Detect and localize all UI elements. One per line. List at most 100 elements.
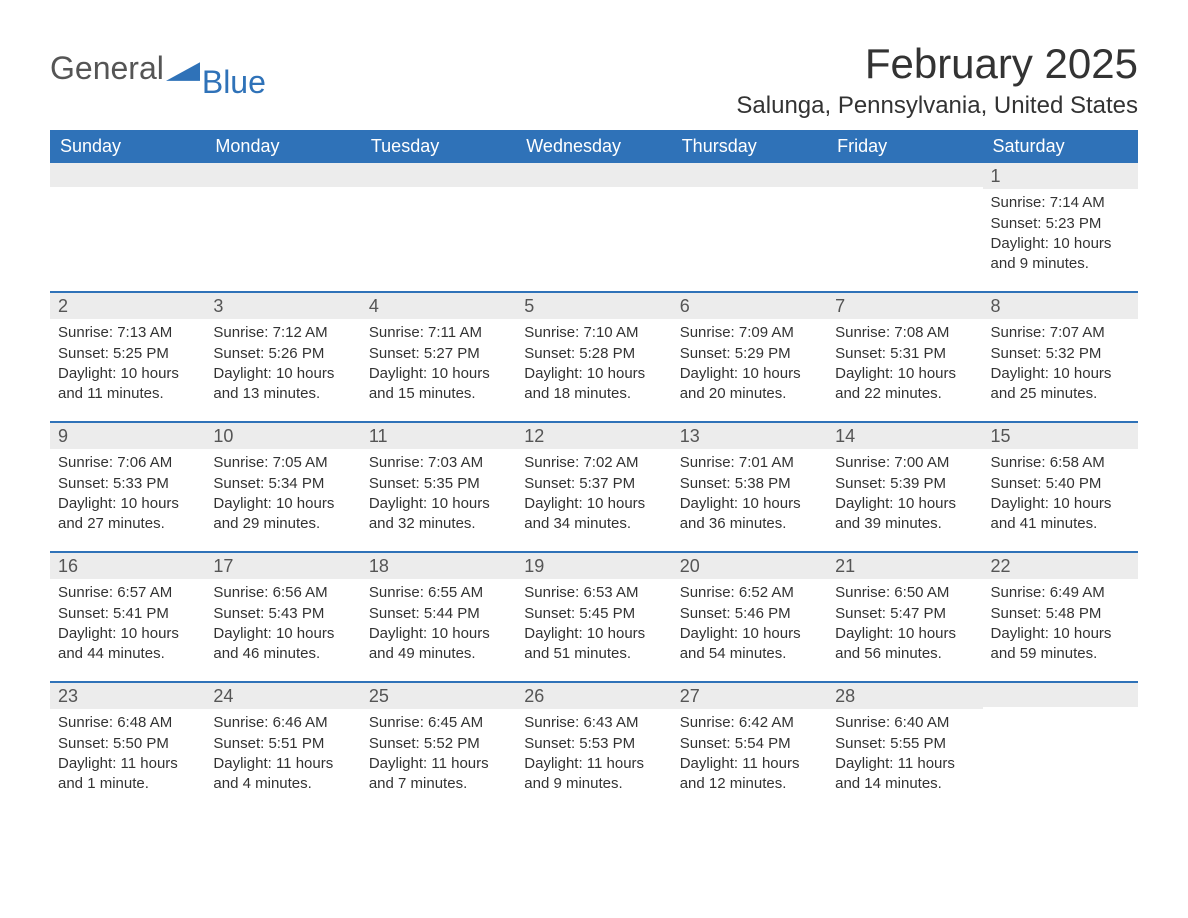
daylight-line: Daylight: 10 hours and 54 minutes. — [680, 624, 819, 665]
day-body: Sunrise: 7:07 AMSunset: 5:32 PMDaylight:… — [983, 319, 1138, 412]
day-number: 14 — [827, 423, 982, 449]
sunset-line: Sunset: 5:41 PM — [58, 604, 197, 624]
sunset-line: Sunset: 5:47 PM — [835, 604, 974, 624]
sunset-line: Sunset: 5:33 PM — [58, 474, 197, 494]
day-body: Sunrise: 7:10 AMSunset: 5:28 PMDaylight:… — [516, 319, 671, 412]
sunrise-line: Sunrise: 7:09 AM — [680, 323, 819, 343]
sunrise-line: Sunrise: 6:53 AM — [524, 583, 663, 603]
empty-cell — [827, 163, 982, 291]
sunrise-line: Sunrise: 6:55 AM — [369, 583, 508, 603]
sunrise-line: Sunrise: 7:00 AM — [835, 453, 974, 473]
week-row: 9Sunrise: 7:06 AMSunset: 5:33 PMDaylight… — [50, 421, 1138, 551]
day-cell-12: 12Sunrise: 7:02 AMSunset: 5:37 PMDayligh… — [516, 423, 671, 551]
sunset-line: Sunset: 5:52 PM — [369, 734, 508, 754]
sunrise-line: Sunrise: 6:50 AM — [835, 583, 974, 603]
sunrise-line: Sunrise: 6:49 AM — [991, 583, 1130, 603]
day-body: Sunrise: 6:42 AMSunset: 5:54 PMDaylight:… — [672, 709, 827, 802]
week-row: 1Sunrise: 7:14 AMSunset: 5:23 PMDaylight… — [50, 163, 1138, 291]
sunset-line: Sunset: 5:53 PM — [524, 734, 663, 754]
sunset-line: Sunset: 5:23 PM — [991, 214, 1130, 234]
sunrise-line: Sunrise: 7:14 AM — [991, 193, 1130, 213]
week-row: 23Sunrise: 6:48 AMSunset: 5:50 PMDayligh… — [50, 681, 1138, 811]
weekday-saturday: Saturday — [983, 130, 1138, 163]
daylight-line: Daylight: 10 hours and 59 minutes. — [991, 624, 1130, 665]
day-body: Sunrise: 6:40 AMSunset: 5:55 PMDaylight:… — [827, 709, 982, 802]
day-cell-28: 28Sunrise: 6:40 AMSunset: 5:55 PMDayligh… — [827, 683, 982, 811]
day-cell-8: 8Sunrise: 7:07 AMSunset: 5:32 PMDaylight… — [983, 293, 1138, 421]
empty-cell — [50, 163, 205, 291]
day-cell-1: 1Sunrise: 7:14 AMSunset: 5:23 PMDaylight… — [983, 163, 1138, 291]
day-cell-20: 20Sunrise: 6:52 AMSunset: 5:46 PMDayligh… — [672, 553, 827, 681]
sunset-line: Sunset: 5:27 PM — [369, 344, 508, 364]
day-number: 21 — [827, 553, 982, 579]
day-cell-5: 5Sunrise: 7:10 AMSunset: 5:28 PMDaylight… — [516, 293, 671, 421]
day-number: 24 — [205, 683, 360, 709]
sunset-line: Sunset: 5:35 PM — [369, 474, 508, 494]
day-number: 11 — [361, 423, 516, 449]
day-number: 9 — [50, 423, 205, 449]
daylight-line: Daylight: 10 hours and 44 minutes. — [58, 624, 197, 665]
daylight-line: Daylight: 11 hours and 7 minutes. — [369, 754, 508, 795]
day-body: Sunrise: 7:00 AMSunset: 5:39 PMDaylight:… — [827, 449, 982, 542]
day-body: Sunrise: 6:45 AMSunset: 5:52 PMDaylight:… — [361, 709, 516, 802]
day-body: Sunrise: 7:06 AMSunset: 5:33 PMDaylight:… — [50, 449, 205, 542]
day-body: Sunrise: 7:13 AMSunset: 5:25 PMDaylight:… — [50, 319, 205, 412]
day-number: 2 — [50, 293, 205, 319]
day-body: Sunrise: 7:14 AMSunset: 5:23 PMDaylight:… — [983, 189, 1138, 282]
week-row: 16Sunrise: 6:57 AMSunset: 5:41 PMDayligh… — [50, 551, 1138, 681]
day-cell-26: 26Sunrise: 6:43 AMSunset: 5:53 PMDayligh… — [516, 683, 671, 811]
daylight-line: Daylight: 10 hours and 22 minutes. — [835, 364, 974, 405]
sunrise-line: Sunrise: 6:45 AM — [369, 713, 508, 733]
day-cell-7: 7Sunrise: 7:08 AMSunset: 5:31 PMDaylight… — [827, 293, 982, 421]
empty-cell — [205, 163, 360, 291]
daylight-line: Daylight: 11 hours and 4 minutes. — [213, 754, 352, 795]
daylight-line: Daylight: 10 hours and 51 minutes. — [524, 624, 663, 665]
sunset-line: Sunset: 5:26 PM — [213, 344, 352, 364]
day-body: Sunrise: 7:09 AMSunset: 5:29 PMDaylight:… — [672, 319, 827, 412]
day-body: Sunrise: 6:55 AMSunset: 5:44 PMDaylight:… — [361, 579, 516, 672]
day-number: 20 — [672, 553, 827, 579]
sunrise-line: Sunrise: 7:02 AM — [524, 453, 663, 473]
weekday-thursday: Thursday — [672, 130, 827, 163]
weekday-friday: Friday — [827, 130, 982, 163]
day-number: 18 — [361, 553, 516, 579]
daylight-line: Daylight: 10 hours and 13 minutes. — [213, 364, 352, 405]
day-body: Sunrise: 6:52 AMSunset: 5:46 PMDaylight:… — [672, 579, 827, 672]
day-cell-11: 11Sunrise: 7:03 AMSunset: 5:35 PMDayligh… — [361, 423, 516, 551]
sunrise-line: Sunrise: 6:48 AM — [58, 713, 197, 733]
day-number — [205, 163, 360, 187]
daylight-line: Daylight: 10 hours and 20 minutes. — [680, 364, 819, 405]
daylight-line: Daylight: 10 hours and 41 minutes. — [991, 494, 1130, 535]
sunset-line: Sunset: 5:28 PM — [524, 344, 663, 364]
daylight-line: Daylight: 11 hours and 12 minutes. — [680, 754, 819, 795]
daylight-line: Daylight: 11 hours and 1 minute. — [58, 754, 197, 795]
day-cell-14: 14Sunrise: 7:00 AMSunset: 5:39 PMDayligh… — [827, 423, 982, 551]
daylight-line: Daylight: 11 hours and 9 minutes. — [524, 754, 663, 795]
daylight-line: Daylight: 10 hours and 32 minutes. — [369, 494, 508, 535]
daylight-line: Daylight: 10 hours and 25 minutes. — [991, 364, 1130, 405]
sunset-line: Sunset: 5:34 PM — [213, 474, 352, 494]
sunrise-line: Sunrise: 7:11 AM — [369, 323, 508, 343]
day-number: 8 — [983, 293, 1138, 319]
daylight-line: Daylight: 10 hours and 9 minutes. — [991, 234, 1130, 275]
brand-logo: General Blue — [50, 50, 266, 87]
day-body: Sunrise: 6:58 AMSunset: 5:40 PMDaylight:… — [983, 449, 1138, 542]
brand-part2: Blue — [202, 64, 266, 101]
sunset-line: Sunset: 5:31 PM — [835, 344, 974, 364]
day-body: Sunrise: 6:57 AMSunset: 5:41 PMDaylight:… — [50, 579, 205, 672]
sunrise-line: Sunrise: 7:10 AM — [524, 323, 663, 343]
daylight-line: Daylight: 10 hours and 29 minutes. — [213, 494, 352, 535]
triangle-icon — [166, 57, 200, 81]
weekday-monday: Monday — [205, 130, 360, 163]
sunrise-line: Sunrise: 6:52 AM — [680, 583, 819, 603]
day-cell-27: 27Sunrise: 6:42 AMSunset: 5:54 PMDayligh… — [672, 683, 827, 811]
day-body: Sunrise: 7:08 AMSunset: 5:31 PMDaylight:… — [827, 319, 982, 412]
sunset-line: Sunset: 5:39 PM — [835, 474, 974, 494]
day-cell-21: 21Sunrise: 6:50 AMSunset: 5:47 PMDayligh… — [827, 553, 982, 681]
day-body: Sunrise: 7:01 AMSunset: 5:38 PMDaylight:… — [672, 449, 827, 542]
weekday-wednesday: Wednesday — [516, 130, 671, 163]
empty-cell — [361, 163, 516, 291]
day-number: 17 — [205, 553, 360, 579]
sunrise-line: Sunrise: 6:57 AM — [58, 583, 197, 603]
day-number: 13 — [672, 423, 827, 449]
